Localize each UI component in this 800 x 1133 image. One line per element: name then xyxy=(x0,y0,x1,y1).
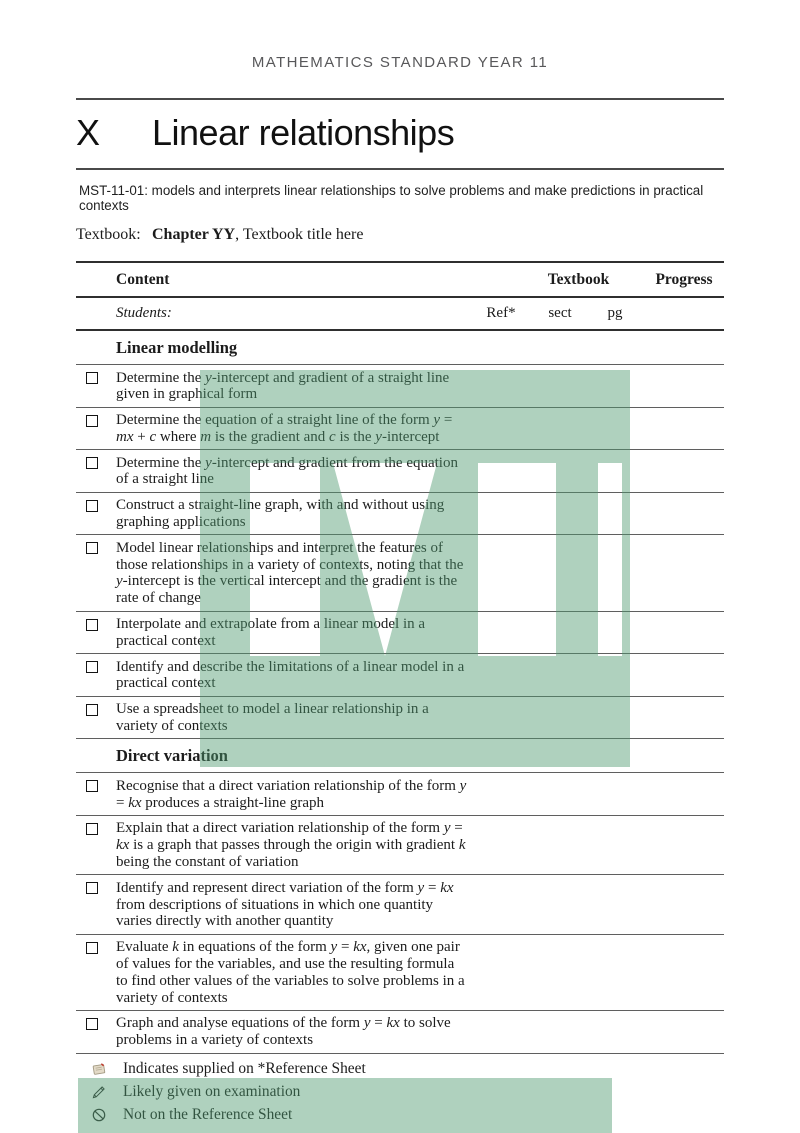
table-row: Interpolate and extrapolate from a linea… xyxy=(76,612,724,655)
table-row: Identify and represent direct variation … xyxy=(76,875,724,935)
table-row: Determine the y-intercept and gradient f… xyxy=(76,450,724,493)
legend-row: Likely given on examination xyxy=(76,1081,724,1104)
item-checkbox[interactable] xyxy=(86,1017,98,1030)
item-text: Evaluate k in equations of the form y = … xyxy=(116,939,465,1006)
table-row: Use a spreadsheet to model a linear rela… xyxy=(76,697,724,740)
progress-spacer xyxy=(644,298,724,312)
item-text: Determine the y-intercept and gradient f… xyxy=(116,454,458,488)
item-text: Determine the equation of a straight lin… xyxy=(116,412,453,445)
no-symbol-icon xyxy=(76,1107,122,1123)
checkbox-cell xyxy=(76,612,116,636)
page-title: Linear relationships xyxy=(152,112,455,153)
item-text: Model linear relationships and interpret… xyxy=(116,539,464,607)
column-header-textbook: Textbook xyxy=(547,271,610,288)
column-header-progress: Progress xyxy=(655,271,713,288)
checkbox-cell xyxy=(76,365,116,389)
chapter-title-block: X Linear relationships xyxy=(76,98,724,170)
pencil-icon xyxy=(76,1084,122,1100)
table-subheader-row: Students: Ref* sect pg xyxy=(76,298,724,331)
item-text: Identify and represent direct variation … xyxy=(116,879,454,930)
item-checkbox[interactable] xyxy=(86,780,98,793)
item-checkbox[interactable] xyxy=(86,941,98,954)
table-row: Graph and analyse equations of the form … xyxy=(76,1011,724,1054)
item-text: Explain that a direct variation relation… xyxy=(116,820,466,871)
item-text: Construct a straight-line graph, with an… xyxy=(116,497,445,531)
table-row: Determine the equation of a straight lin… xyxy=(76,408,724,451)
section-row: Direct variation xyxy=(76,739,724,774)
textbook-label: Textbook: xyxy=(76,226,141,243)
item-checkbox[interactable] xyxy=(86,414,98,427)
table-body: Linear modelling Determine the y-intercep… xyxy=(76,331,724,1054)
header-spacer xyxy=(76,263,116,269)
table-row: Determine the y-intercept and gradient o… xyxy=(76,365,724,408)
checkbox-cell xyxy=(76,1011,116,1035)
checkbox-cell xyxy=(76,654,116,678)
section-title: Direct variation xyxy=(116,746,228,766)
textbook-line: Textbook: Chapter YY, Textbook title here xyxy=(76,226,724,244)
item-text: Graph and analyse equations of the form … xyxy=(116,1015,451,1049)
checkbox-cell xyxy=(76,773,116,797)
item-checkbox[interactable] xyxy=(86,882,98,895)
pg-column-label: pg xyxy=(607,305,623,321)
legend-row: Indicates supplied on *Reference Sheet xyxy=(76,1058,724,1081)
legend-text: Likely given on examination xyxy=(123,1083,301,1100)
item-checkbox[interactable] xyxy=(86,661,98,674)
legend: Indicates supplied on *Reference Sheet L… xyxy=(76,1058,724,1127)
checkbox-cell xyxy=(76,875,116,899)
table-row: Recognise that a direct variation relati… xyxy=(76,773,724,816)
section-row: Linear modelling xyxy=(76,331,724,365)
legend-text: Indicates supplied on *Reference Sheet xyxy=(123,1060,366,1077)
students-label: Students: xyxy=(116,305,172,321)
item-text: Use a spreadsheet to model a linear rela… xyxy=(116,701,429,735)
checkbox-cell xyxy=(76,450,116,474)
column-header-content: Content xyxy=(116,271,170,288)
table-row: Model linear relationships and interpret… xyxy=(76,535,724,612)
checkbox-cell xyxy=(76,935,116,959)
item-checkbox[interactable] xyxy=(86,618,98,631)
content-table: Content Textbook Progress Students: Ref*… xyxy=(76,261,724,1054)
checkbox-cell xyxy=(76,697,116,721)
checkbox-cell xyxy=(76,535,116,559)
textbook-title: , Textbook title here xyxy=(235,226,364,243)
checkbox-cell xyxy=(76,816,116,840)
item-checkbox[interactable] xyxy=(86,372,98,384)
checkbox-cell xyxy=(76,408,116,432)
chapter-number: X xyxy=(76,112,100,153)
item-checkbox[interactable] xyxy=(86,499,98,512)
checkbox-cell xyxy=(76,493,116,517)
item-checkbox[interactable] xyxy=(86,457,98,470)
table-row: Construct a straight-line graph, with an… xyxy=(76,493,724,536)
table-row: Identify and describe the limitations of… xyxy=(76,654,724,697)
item-text: Recognise that a direct variation relati… xyxy=(116,777,467,811)
section-title: Linear modelling xyxy=(116,338,238,357)
table-header-row: Content Textbook Progress xyxy=(76,263,724,298)
item-text: Interpolate and extrapolate from a linea… xyxy=(116,616,426,649)
legend-row: Not on the Reference Sheet xyxy=(76,1104,724,1127)
item-checkbox[interactable] xyxy=(86,542,98,555)
item-checkbox[interactable] xyxy=(86,822,98,835)
table-row: Evaluate k in equations of the form y = … xyxy=(76,935,724,1011)
outcome-text: MST-11-01: models and interprets linear … xyxy=(79,183,704,213)
item-text: Identify and describe the limitations of… xyxy=(116,658,465,692)
item-text: Determine the y-intercept and gradient o… xyxy=(116,369,450,403)
table-row: Explain that a direct variation relation… xyxy=(76,816,724,876)
legend-text: Not on the Reference Sheet xyxy=(123,1106,293,1123)
textbook-chapter: Chapter YY xyxy=(152,226,236,243)
note-icon xyxy=(76,1061,122,1077)
subheader-spacer xyxy=(76,298,116,304)
ref-column-label: Ref* xyxy=(486,305,516,321)
item-checkbox[interactable] xyxy=(86,703,98,716)
page-header: MATHEMATICS STANDARD YEAR 11 xyxy=(251,54,549,71)
sect-column-label: sect xyxy=(548,305,572,321)
